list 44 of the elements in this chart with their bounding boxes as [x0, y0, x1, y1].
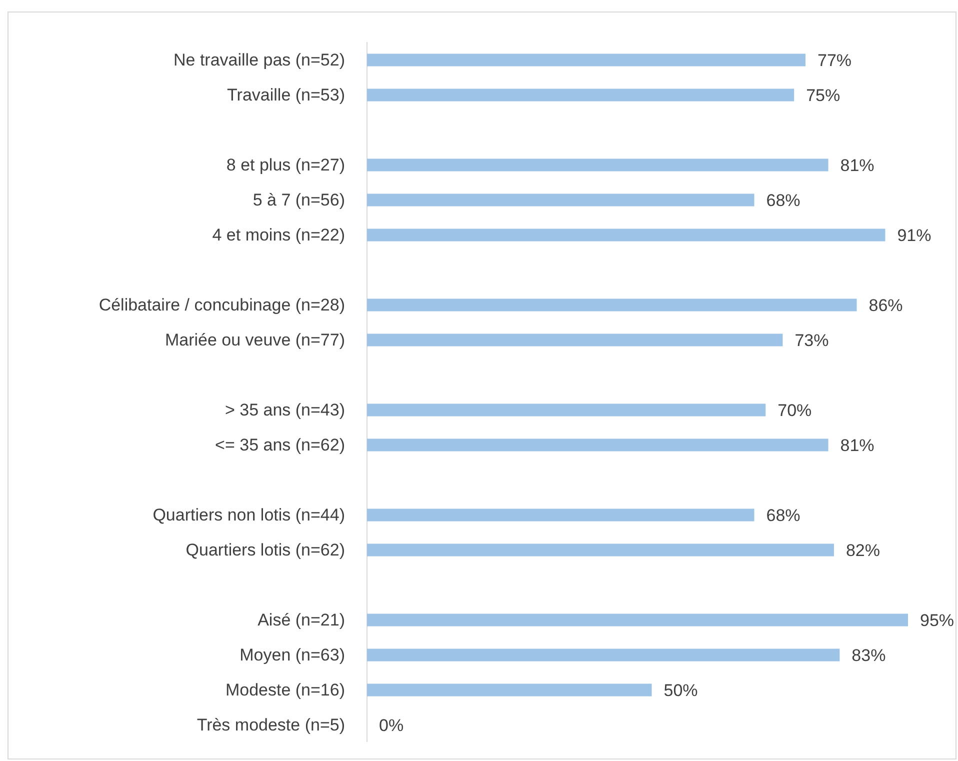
- data-label: 73%: [794, 330, 829, 350]
- bar: [367, 194, 754, 206]
- data-label: 68%: [766, 190, 800, 210]
- y-tick-label: Quartiers non lotis (n=44): [152, 505, 345, 524]
- y-tick-label: Modeste (n=16): [225, 680, 345, 700]
- y-tick-label: Travaille (n=53): [227, 85, 345, 104]
- data-label: 82%: [846, 540, 880, 560]
- data-label: 81%: [840, 156, 874, 175]
- data-label: 81%: [840, 436, 874, 455]
- data-label: 75%: [806, 86, 840, 105]
- bar: [367, 684, 652, 696]
- bar: [367, 404, 766, 416]
- bar: [367, 648, 840, 662]
- y-tick-label: Moyen (n=63): [240, 645, 345, 664]
- bar: [367, 298, 857, 312]
- data-label: 77%: [817, 50, 852, 70]
- bar: [367, 228, 886, 242]
- y-tick-label: 4 et moins (n=22): [212, 225, 345, 244]
- y-tick-label: Ne travaille pas (n=52): [173, 50, 345, 70]
- data-label: 70%: [778, 400, 812, 420]
- bar: [367, 544, 834, 556]
- bar: [367, 158, 828, 172]
- data-label: 86%: [868, 296, 903, 315]
- bar: [367, 88, 794, 102]
- y-tick-label: 8 et plus (n=27): [226, 155, 345, 174]
- bar: [367, 54, 806, 66]
- y-tick-label: > 35 ans (n=43): [224, 400, 345, 420]
- data-label: 68%: [766, 506, 800, 525]
- data-label: 0%: [379, 716, 404, 735]
- bar: [367, 438, 828, 452]
- y-tick-label: Aisé (n=21): [258, 610, 345, 630]
- bar: [367, 508, 754, 522]
- data-label: 91%: [897, 226, 932, 245]
- bar: [367, 614, 908, 626]
- y-tick-label: Quartiers lotis (n=62): [186, 540, 345, 560]
- data-label: 50%: [664, 680, 698, 700]
- y-tick-label: Très modeste (n=5): [196, 715, 345, 734]
- bar: [367, 334, 783, 346]
- data-label: 83%: [852, 646, 886, 665]
- y-tick-label: Célibataire / concubinage (n=28): [98, 295, 345, 314]
- data-label: 95%: [920, 610, 954, 630]
- y-tick-label: Mariée ou veuve (n=77): [164, 330, 345, 350]
- y-tick-label: 5 à 7 (n=56): [252, 190, 345, 210]
- y-tick-label: <= 35 ans (n=62): [215, 435, 345, 454]
